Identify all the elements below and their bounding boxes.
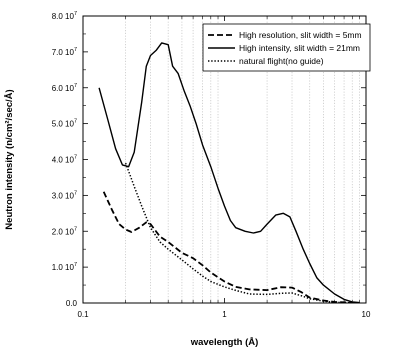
x-tick-label: 1 [222,310,227,319]
y-axis-label: Neutron intensity (n/cm²/sec/Å) [4,89,15,229]
legend: High resolution, slit width = 5mm High in… [202,23,371,72]
x-axis-label: wavelength (Å) [190,337,259,348]
y-tick-label: 5.0 107 [52,119,77,129]
x-tick-labels: 0.1 1 10 [77,310,371,319]
legend-items: High resolution, slit width = 5mm High in… [208,30,362,66]
legend-label-3: natural flight(no guide) [239,56,324,66]
series-line-1 [102,191,353,304]
legend-label-1: High resolution, slit width = 5mm [239,30,362,40]
y-tick-label: 6.0 107 [52,83,77,93]
y-tick-label: 7.0 107 [52,47,77,57]
y-tick-label: 2.0 107 [52,226,77,236]
y-tick-label: 8.0 107 [52,11,77,21]
y-tick-label: 1.0 107 [52,262,77,272]
x-tick-label: 10 [362,310,371,319]
y-tick-labels: 0.0 1.0 107 2.0 107 3.0 107 4.0 107 5.0 107 6.… [52,11,78,308]
legend-label-2: High intensity, slit width = 21mm [239,43,360,53]
series-line-2 [98,42,360,304]
y-tick-label: 3.0 107 [52,190,77,200]
x-tick-label: 0.1 [77,310,89,319]
series-lines [98,42,360,304]
y-tick-label: 0.0 [66,299,78,308]
y-tick-label: 4.0 107 [52,155,77,165]
series-line-3 [124,162,353,304]
